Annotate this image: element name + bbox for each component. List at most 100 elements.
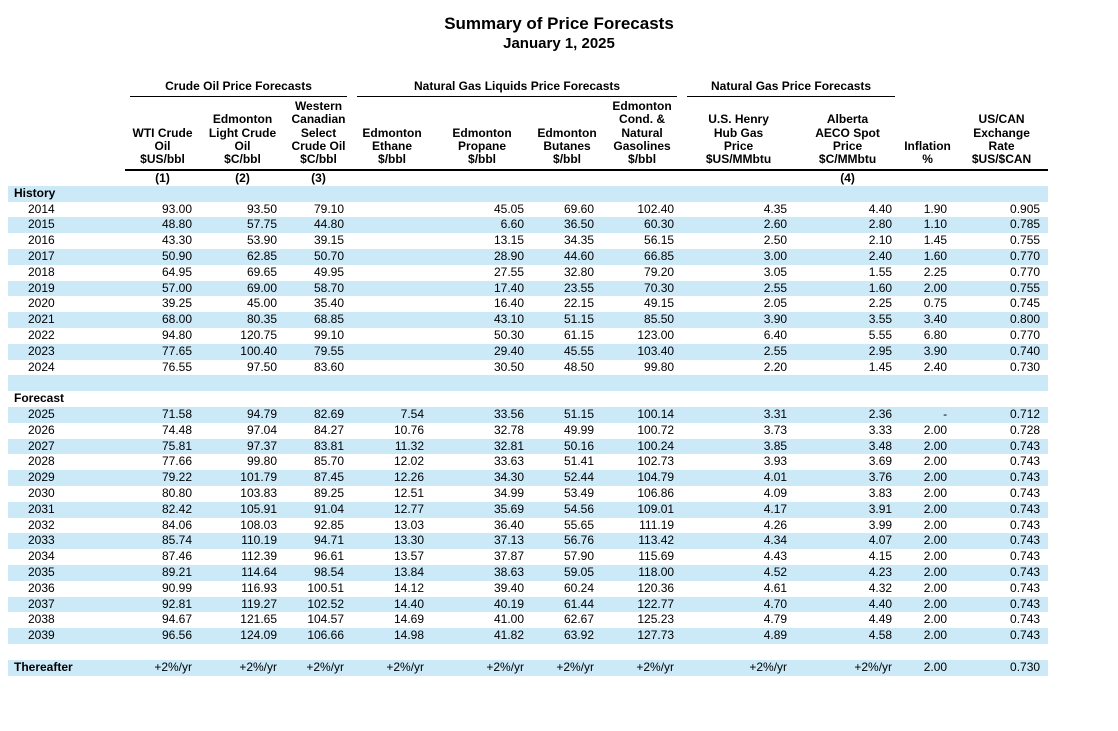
value-cell: 2.55: [763, 280, 788, 295]
value-cell: 100.51: [307, 580, 345, 595]
column-header: U.S. Henry Hub Gas Price $US/MMbtu: [682, 96, 796, 171]
table-row: 2039 96.56 124.09 106.66 14.98 41.82 63.92 127.…: [8, 628, 1049, 644]
value-cell: 79.20: [644, 264, 675, 279]
table-row: 2032 84.06 108.03 92.85 13.03 36.40 55.65 111.1…: [8, 518, 1048, 534]
value-cell: 56.76: [564, 533, 595, 548]
column-header: WTI Crude Oil $US/bbl: [125, 96, 200, 171]
table-row: 2030 80.80 103.83 89.25 12.51 34.99 53.49 106.8…: [8, 486, 1048, 502]
value-cell: 4.23: [868, 564, 893, 579]
value-cell: 0.743: [1010, 612, 1041, 627]
year-cell: 2024: [28, 359, 55, 374]
value-cell: 99.80: [246, 454, 277, 469]
value-cell: 30.50: [494, 359, 525, 374]
value-cell: 1.60: [923, 249, 948, 264]
value-cell: 34.99: [494, 485, 525, 500]
value-cell: 12.77: [394, 501, 425, 516]
value-cell: 0.770: [1010, 249, 1041, 264]
value-cell: 37.87: [494, 549, 525, 564]
value-cell: 33.63: [494, 454, 525, 469]
thereafter-row: Thereafter +2%/yr +2%/yr +2%/yr +2%/yr +2%/yr…: [8, 659, 1049, 676]
column-header: Alberta AECO Spot Price $C/MMbtu: [795, 96, 901, 171]
value-cell: 61.15: [564, 328, 595, 342]
value-cell: 0.743: [1010, 485, 1041, 500]
year-cell: 2027: [28, 438, 55, 453]
value-cell: 41.00: [494, 612, 525, 627]
group-header: Natural Gas Liquids Price Forecasts: [352, 79, 682, 97]
value-cell: 2.00: [923, 470, 948, 485]
year-cell: 2031: [28, 501, 55, 516]
value-cell: 33.56: [494, 406, 525, 421]
year-cell: 2038: [28, 612, 55, 627]
value-cell: 84.27: [314, 422, 345, 437]
value-cell: 39.15: [314, 233, 345, 248]
value-cell: 82.42: [161, 501, 192, 516]
value-cell: 101.79: [240, 470, 277, 485]
value-cell: 3.33: [868, 422, 893, 437]
value-cell: 6.40: [763, 328, 788, 342]
value-cell: 104.79: [637, 470, 675, 485]
value-cell: [352, 344, 432, 360]
value-cell: 92.85: [314, 517, 345, 532]
value-cell: 74.48: [161, 422, 192, 437]
value-cell: 2.00: [923, 438, 948, 453]
value-cell: [352, 312, 432, 328]
value-cell: 16.40: [494, 296, 525, 311]
footnote-cell: (2): [235, 170, 250, 185]
value-cell: 99.10: [314, 328, 345, 342]
value-cell: 91.04: [314, 501, 345, 516]
column-header: Edmonton Ethane $/bbl: [352, 96, 433, 171]
value-cell: 76.55: [161, 359, 192, 374]
thereafter-value-cell: +2%/yr: [386, 659, 425, 674]
footnote-cell: [532, 170, 602, 186]
value-cell: 0.905: [1010, 201, 1041, 216]
table-row: 2025 71.58 94.79 82.69 7.54 33.56 51.15 100.14 3…: [8, 406, 1049, 423]
table-row: 2027 75.81 97.37 83.81 11.32 32.81 50.16 100.24…: [8, 438, 1049, 455]
value-cell: 68.00: [161, 312, 192, 327]
value-cell: 55.65: [564, 517, 595, 532]
value-cell: 2.36: [868, 406, 893, 421]
value-cell: 1.60: [868, 280, 893, 295]
column-header-line: Crude Oil: [291, 139, 346, 154]
value-cell: 124.09: [240, 628, 277, 643]
value-cell: 2.00: [923, 280, 948, 295]
value-cell: 62.85: [246, 249, 277, 264]
column-header-line: AECO Spot: [815, 125, 880, 140]
value-cell: 3.40: [923, 312, 948, 327]
value-cell: 83.81: [314, 438, 345, 453]
value-cell: 109.01: [637, 501, 675, 516]
value-cell: 36.50: [564, 217, 595, 232]
value-cell: 27.55: [494, 264, 525, 279]
value-cell: 2.00: [923, 612, 948, 627]
column-header-line: WTI Crude: [132, 125, 193, 140]
thereafter-value-cell: 0.730: [1010, 659, 1041, 674]
table-row: 2014 93.00 93.50 79.10 45.05 69.60 102.40 4.35 4…: [8, 202, 1048, 218]
value-cell: 51.41: [564, 454, 595, 469]
table-row: 2021 68.00 80.35 68.85 43.10 51.15 85.50 3.90 3.…: [8, 312, 1049, 328]
value-cell: 0.712: [1010, 406, 1041, 421]
value-cell: 2.00: [923, 596, 948, 611]
value-cell: 118.00: [638, 564, 675, 579]
value-cell: 92.81: [161, 596, 192, 611]
year-cell: 2035: [28, 564, 55, 579]
value-cell: 100.40: [240, 343, 277, 358]
value-cell: -: [943, 406, 948, 421]
year-cell: 2030: [28, 485, 55, 500]
column-header-line: Edmonton: [362, 125, 422, 140]
value-cell: 0.745: [1010, 296, 1041, 311]
value-cell: 0.743: [1010, 454, 1041, 469]
table-row: 2020 39.25 45.00 35.40 16.40 22.15 49.15 2.05 2.…: [8, 296, 1048, 312]
value-cell: 2.40: [923, 359, 948, 374]
value-cell: 102.73: [637, 454, 675, 469]
value-cell: 66.85: [644, 249, 675, 264]
year-cell: 2034: [28, 549, 55, 564]
value-cell: 4.70: [763, 596, 788, 611]
forecast-table: Crude Oil Price Forecasts Natural Gas Liq…: [8, 79, 1049, 676]
section-label-row: History: [8, 185, 1049, 202]
value-cell: 59.05: [564, 564, 595, 579]
section-label-row: Forecast: [8, 391, 1048, 407]
value-cell: 123.00: [637, 328, 675, 342]
value-cell: 35.69: [494, 501, 525, 516]
footnote-cell: (3): [311, 170, 326, 185]
value-cell: 13.57: [394, 549, 425, 564]
thereafter-value-cell: 2.00: [923, 659, 948, 674]
